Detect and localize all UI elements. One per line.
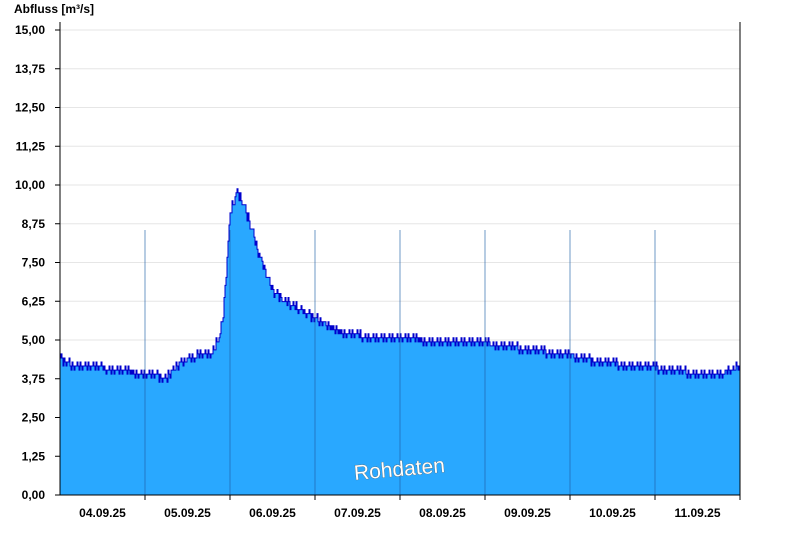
y-tick-label: 8,75 <box>22 217 46 231</box>
x-tick-label: 08.09.25 <box>419 506 466 520</box>
x-tick-labels: 04.09.25 05.09.25 06.09.25 07.09.25 08.09.25… <box>79 506 721 520</box>
y-tick-label: 11,25 <box>16 139 46 153</box>
y-tick-label: 1,25 <box>22 449 46 463</box>
y-tick-labels: 0,00 1,25 2,50 3,75 5,00 6,25 7,50 8,75 10,00 11,… <box>15 23 45 502</box>
x-tick-label: 06.09.25 <box>249 506 296 520</box>
x-tick-label: 05.09.25 <box>164 506 211 520</box>
y-tick-label: 13,75 <box>15 62 45 76</box>
axes <box>55 22 741 500</box>
y-tick-label: 15,00 <box>15 23 45 37</box>
y-axis-label: Abfluss [m³/s] <box>14 2 94 16</box>
y-tick-label: 10,00 <box>15 178 45 192</box>
y-tick-label: 5,00 <box>22 333 46 347</box>
x-tick-label: 09.09.25 <box>504 506 551 520</box>
y-tick-label: 7,50 <box>22 256 46 270</box>
x-tick-label: 07.09.25 <box>334 506 381 520</box>
day-dividers <box>144 230 656 495</box>
x-tick-label: 10.09.25 <box>589 506 636 520</box>
y-tick-label: 6,25 <box>22 294 46 308</box>
y-tick-label: 12,50 <box>15 101 45 115</box>
series-line <box>60 188 740 383</box>
y-tick-label: 2,50 <box>22 411 46 425</box>
y-tick-label: 0,00 <box>22 488 46 502</box>
y-tick-label: 3,75 <box>22 372 46 386</box>
x-tick-label: 11.09.25 <box>674 506 720 520</box>
x-tick-label: 04.09.25 <box>79 506 126 520</box>
